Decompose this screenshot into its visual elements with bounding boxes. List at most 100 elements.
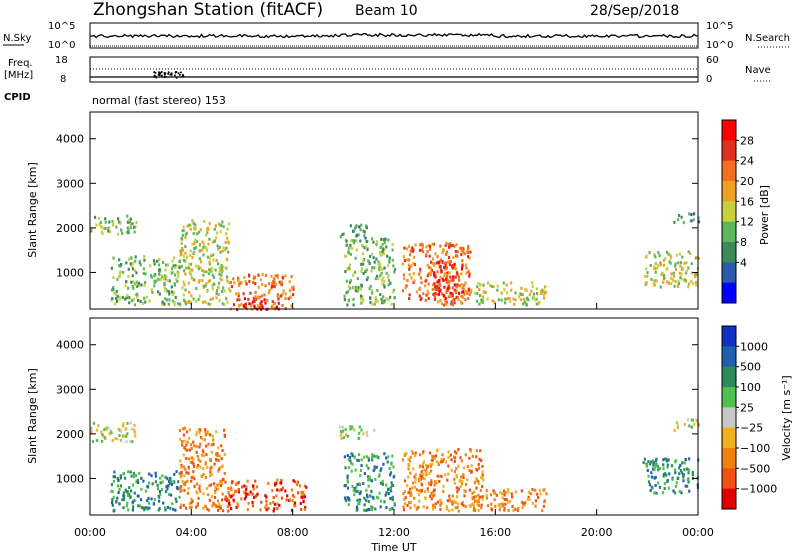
echo-cell (122, 423, 125, 427)
echo-cell (455, 495, 459, 499)
echo-cell (280, 496, 284, 500)
echo-cell (412, 261, 415, 265)
echo-cell (296, 491, 300, 495)
echo-cell (442, 278, 445, 282)
echo-cell (112, 276, 115, 280)
echo-cell (345, 433, 348, 437)
echo-cell (387, 273, 390, 277)
echo-cell (370, 479, 373, 483)
echo-cell (264, 301, 267, 305)
echo-cell (527, 298, 530, 302)
echo-cell (160, 488, 164, 492)
echo-cell (437, 286, 440, 290)
echo-cell (343, 254, 346, 258)
echo-cell (95, 439, 99, 443)
echo-cell (445, 302, 448, 306)
echo-cell (131, 280, 135, 284)
echo-cell (680, 272, 683, 276)
echo-cell (377, 263, 380, 267)
echo-cell (368, 287, 371, 291)
echo-cell (654, 262, 657, 266)
echo-cell (356, 489, 359, 493)
echo-cell (114, 302, 117, 306)
echo-cell (173, 472, 176, 476)
echo-cell (261, 272, 264, 276)
echo-cell (116, 232, 120, 236)
echo-cell (364, 224, 368, 228)
echo-cell (209, 298, 212, 302)
echo-cell (138, 504, 142, 508)
velocity-colorbar-label: Velocity [m s⁻¹] (780, 375, 793, 460)
echo-cell (185, 457, 188, 461)
echo-cell (679, 261, 683, 265)
echo-cell (151, 290, 154, 294)
echo-cell (263, 293, 266, 297)
echo-cell (192, 440, 195, 444)
echo-cell (204, 430, 207, 434)
echo-cell (540, 291, 543, 295)
echo-cell (663, 486, 666, 490)
nsky-panel-frame (89, 22, 699, 49)
echo-cell (439, 284, 442, 288)
echo-cell (382, 276, 385, 280)
echo-cell (426, 487, 429, 491)
echo-cell (110, 489, 113, 493)
echo-cell (463, 292, 466, 296)
echo-cell (197, 264, 200, 268)
echo-cell (345, 279, 348, 283)
echo-cell (127, 231, 130, 235)
echo-cell (392, 290, 395, 294)
echo-cell (433, 295, 436, 299)
echo-cell (182, 258, 186, 262)
echo-cell (447, 295, 450, 299)
echo-cell (192, 221, 195, 225)
echo-cell (408, 267, 411, 271)
echo-cell (420, 489, 424, 493)
echo-cell (461, 295, 465, 299)
echo-cell (170, 290, 174, 294)
echo-cell (171, 299, 175, 303)
echo-cell (441, 261, 444, 265)
echo-cell (353, 455, 356, 459)
echo-cell (383, 248, 386, 252)
echo-cell (284, 296, 287, 300)
echo-cell (407, 467, 410, 471)
echo-cell (274, 282, 278, 286)
echo-cell (532, 296, 535, 300)
echo-cell (385, 506, 388, 510)
echo-cell (143, 506, 146, 510)
echo-cell (687, 282, 691, 286)
freq-tick-hi: 18 (55, 55, 68, 66)
echo-cell (187, 471, 190, 475)
echo-cell (223, 452, 226, 456)
echo-cell (517, 507, 520, 511)
echo-cell (697, 423, 700, 427)
colorbar-segment (722, 468, 736, 490)
echo-cell (161, 300, 164, 304)
echo-cell (477, 508, 480, 512)
echo-cell (652, 280, 656, 284)
echo-cell (441, 453, 444, 457)
echo-cell (182, 255, 186, 259)
echo-cell (676, 284, 680, 288)
echo-cell (207, 302, 210, 306)
echo-cell (211, 240, 215, 244)
echo-cell (401, 458, 405, 462)
echo-cell (288, 288, 292, 292)
echo-cell (219, 506, 222, 510)
echo-cell (208, 256, 211, 260)
echo-cell (159, 476, 162, 480)
echo-cell (165, 485, 168, 489)
echo-cell (470, 464, 473, 468)
echo-cell (438, 289, 441, 293)
echo-cell (161, 474, 164, 478)
echo-cell (161, 302, 164, 306)
echo-cell (537, 496, 540, 500)
echo-cell (378, 473, 381, 477)
echo-cell (251, 504, 255, 508)
echo-cell (270, 286, 273, 290)
echo-cell (104, 220, 107, 224)
echo-cell (408, 459, 412, 463)
echo-cell (541, 509, 544, 513)
